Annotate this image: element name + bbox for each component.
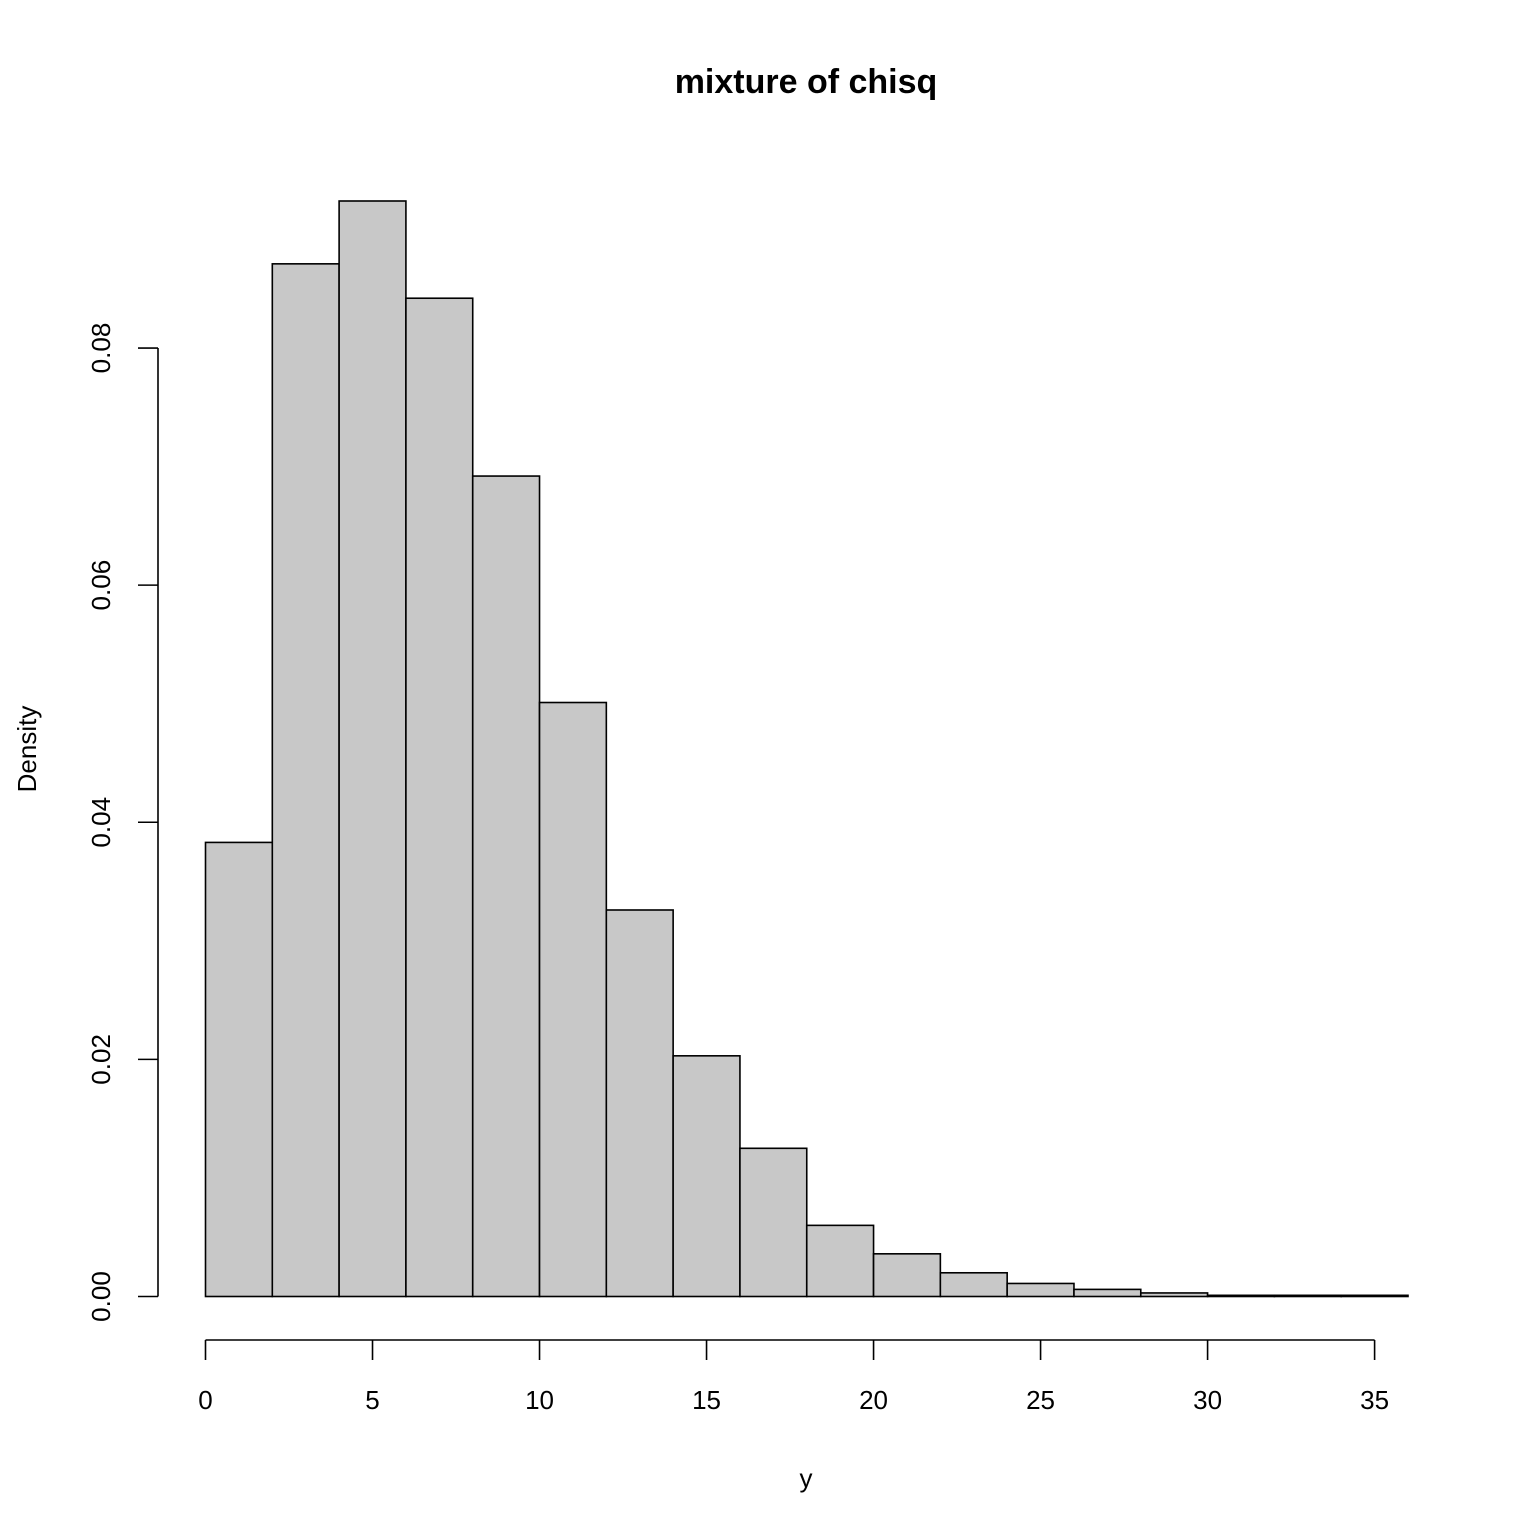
histogram-bar [1273, 1294, 1342, 1298]
x-tick-label: 25 [1026, 1385, 1055, 1415]
histogram-bar [1340, 1294, 1409, 1298]
x-tick-label: 0 [198, 1385, 212, 1415]
histogram-bar [271, 263, 340, 1298]
histogram-bar [1139, 1292, 1209, 1298]
y-tick-label: 0.00 [86, 1271, 116, 1322]
histogram-bar [739, 1147, 808, 1298]
histogram-bar [405, 297, 474, 1298]
y-tick-label: 0.06 [86, 560, 116, 611]
x-tick-label: 5 [365, 1385, 379, 1415]
histogram-bar [939, 1271, 1008, 1298]
histogram-bar [1073, 1288, 1142, 1298]
histogram-bar [605, 909, 674, 1298]
chart-title: mixture of chisq [675, 63, 938, 101]
x-tick-label: 10 [525, 1385, 554, 1415]
x-tick-label: 15 [692, 1385, 721, 1415]
y-tick-label: 0.02 [86, 1034, 116, 1085]
bars-group [204, 200, 1409, 1298]
y-tick-label: 0.08 [86, 323, 116, 374]
histogram-bar [805, 1224, 875, 1298]
y-tick-label: 0.04 [86, 797, 116, 848]
x-tick-label: 20 [859, 1385, 888, 1415]
histogram-bar [872, 1253, 942, 1298]
histogram-bar [1206, 1294, 1276, 1298]
x-axis-label: y [800, 1463, 813, 1493]
histogram-bar [338, 200, 407, 1298]
y-axis: 0.00 0.02 0.04 0.06 0.08 [86, 323, 159, 1322]
x-axis: 0 5 10 15 20 25 30 35 [198, 1339, 1389, 1415]
histogram-bar [672, 1055, 741, 1298]
x-tick-label: 30 [1193, 1385, 1222, 1415]
histogram-bar [204, 841, 274, 1298]
histogram-bar [471, 475, 541, 1298]
x-tick-label: 35 [1360, 1385, 1389, 1415]
histogram-bar [538, 701, 608, 1298]
histogram-bar [1006, 1282, 1075, 1298]
y-axis-label: Density [12, 706, 42, 793]
